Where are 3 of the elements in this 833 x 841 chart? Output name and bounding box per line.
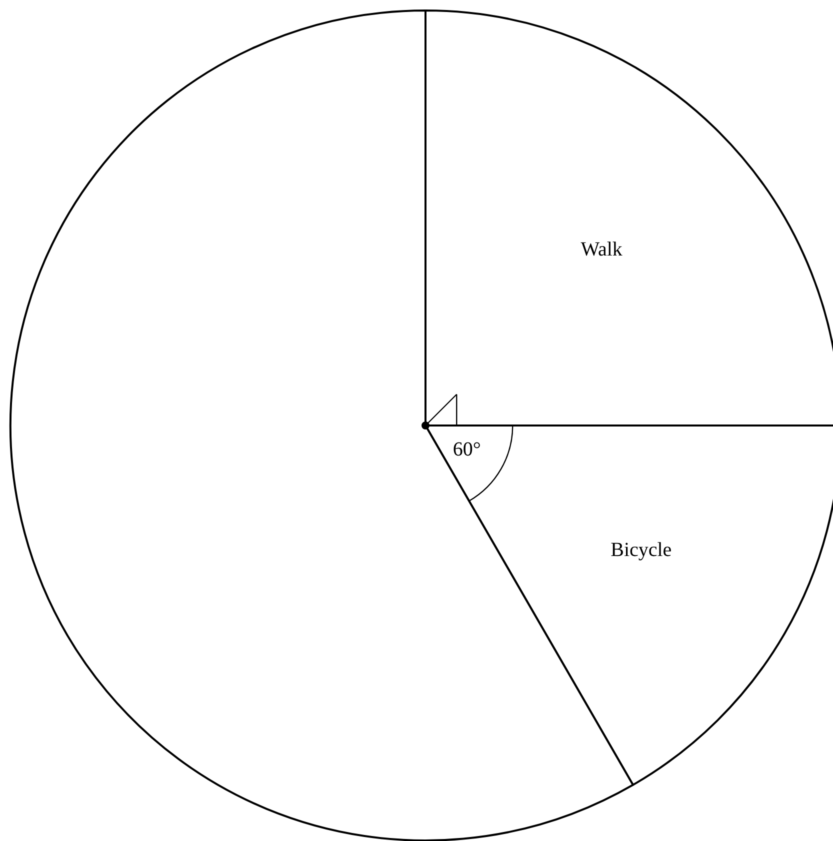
text: 60° <box>452 438 481 460</box>
slice-label: Walk <box>580 238 622 260</box>
slice-label: Bicycle <box>610 539 672 561</box>
